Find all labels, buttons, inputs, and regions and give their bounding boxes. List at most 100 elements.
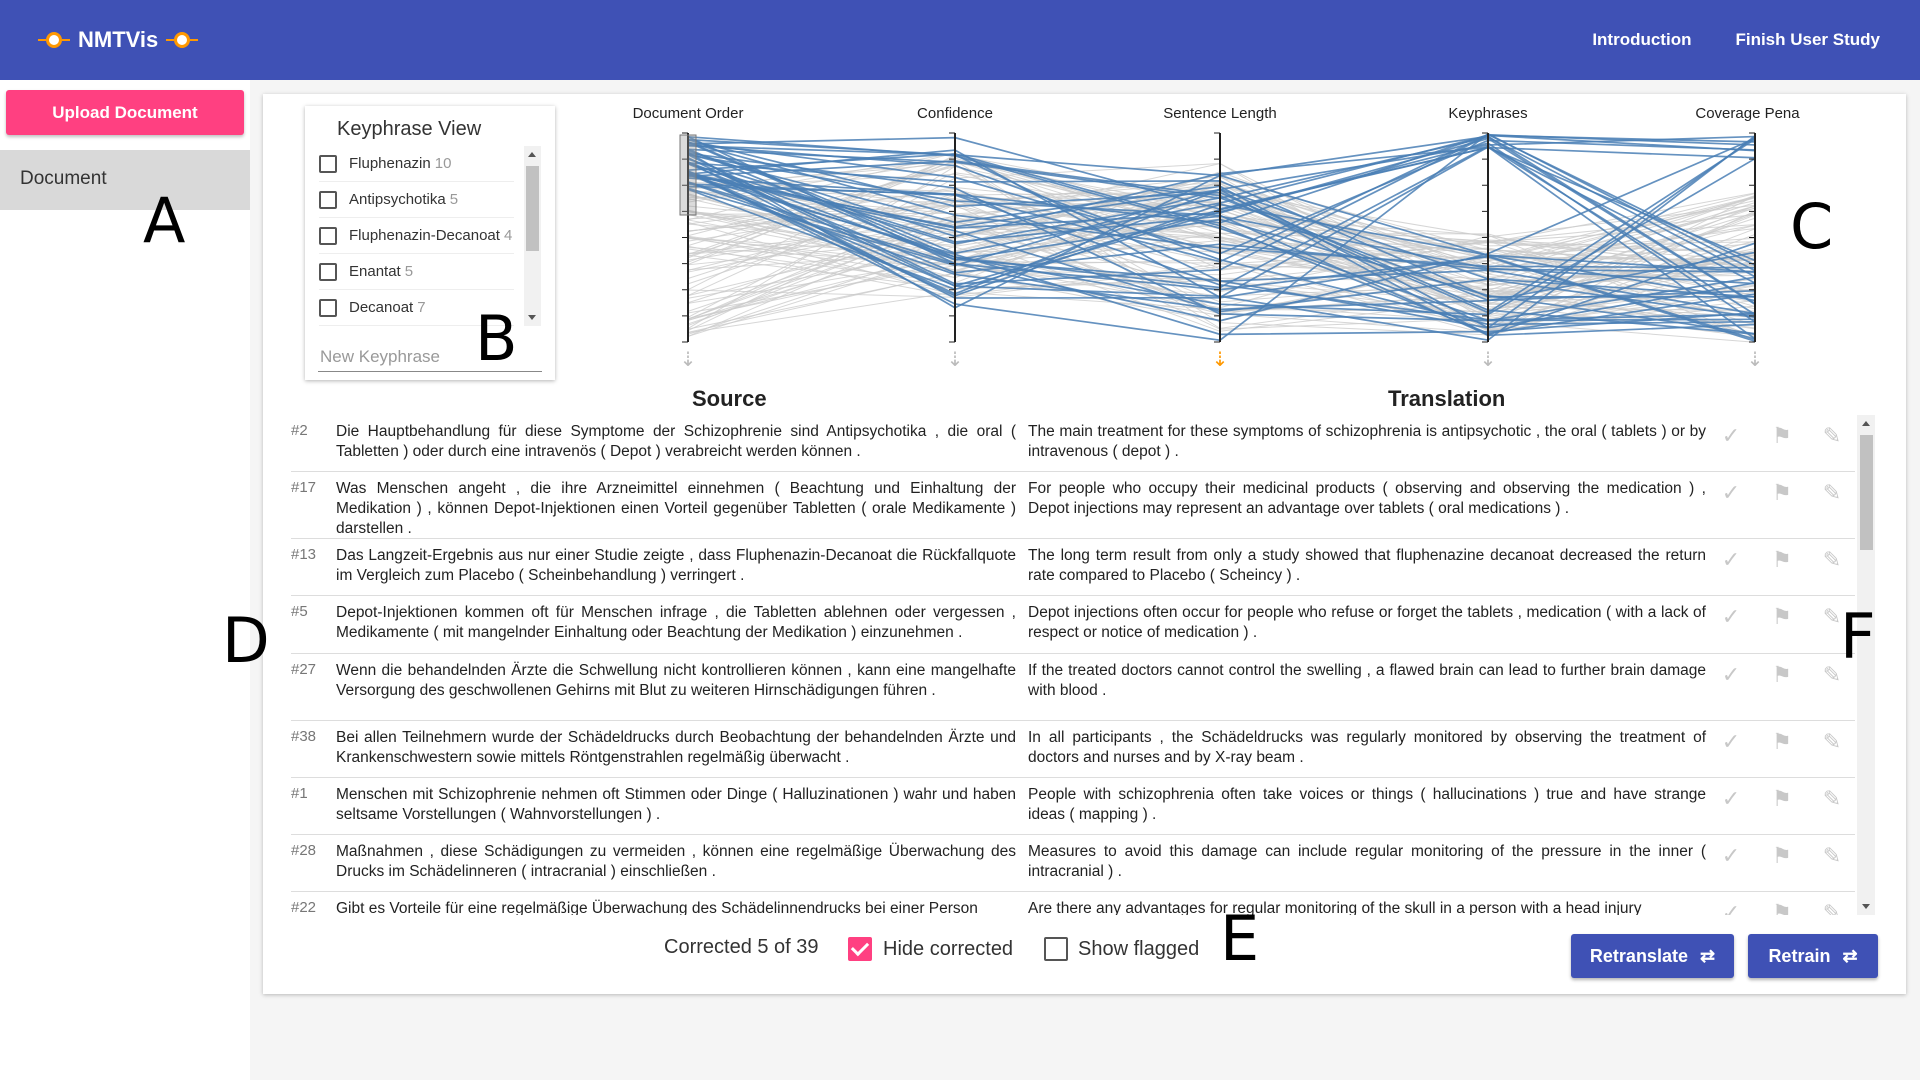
table-row[interactable]: #5 Depot-Injektionen kommen oft für Mensc… — [291, 596, 1855, 654]
sort-icon[interactable]: ⇣ — [1480, 347, 1497, 371]
sentence-list-scrollbar[interactable] — [1857, 415, 1875, 915]
axis[interactable]: Keyphrases ⇣ — [1448, 105, 1527, 371]
scroll-up-icon[interactable] — [1862, 421, 1870, 426]
flag-icon[interactable]: ⚑ — [1772, 547, 1792, 572]
check-icon[interactable]: ✓ — [1721, 729, 1741, 754]
flag-icon[interactable]: ⚑ — [1772, 423, 1792, 448]
brand[interactable]: NMTVis — [38, 27, 199, 53]
app-bar: NMTVis Introduction Finish User Study — [0, 0, 1920, 80]
source-sentence: Die Hauptbehandlung für diese Symptome d… — [336, 423, 1016, 460]
flag-icon[interactable]: ⚑ — [1772, 786, 1792, 811]
nav-introduction[interactable]: Introduction — [1592, 30, 1692, 49]
table-row[interactable]: #17 Was Menschen angeht , die ihre Arznei… — [291, 472, 1855, 539]
check-icon[interactable]: ✓ — [1721, 900, 1741, 915]
checkbox[interactable] — [319, 190, 337, 209]
scroll-thumb[interactable] — [1860, 435, 1873, 550]
translation-sentence[interactable]: Are there any advantages for regular mon… — [1028, 900, 1642, 915]
pencil-icon[interactable]: ✎ — [1822, 604, 1842, 629]
translation-sentence[interactable]: The long term result from only a study s… — [1028, 547, 1706, 584]
table-row[interactable]: #28 Maßnahmen , diese Schädigungen zu ver… — [291, 835, 1855, 892]
nav-finish-user-study[interactable]: Finish User Study — [1735, 30, 1880, 49]
checkbox[interactable] — [319, 226, 337, 245]
table-row[interactable]: #2 Die Hauptbehandlung für diese Symptome… — [291, 415, 1855, 472]
pencil-icon[interactable]: ✎ — [1822, 662, 1842, 687]
translation-sentence[interactable]: Depot injections often occur for people … — [1028, 604, 1706, 641]
sort-icon[interactable]: ⇣ — [947, 347, 964, 371]
axis-label: Sentence Length — [1163, 105, 1276, 122]
polyline-group — [687, 132, 1756, 343]
scroll-down-icon[interactable] — [528, 315, 536, 320]
checkbox[interactable] — [319, 154, 337, 173]
keyphrase-count: 7 — [417, 299, 426, 316]
translation-sentence[interactable]: If the treated doctors cannot control th… — [1028, 662, 1706, 699]
sidebar-item-document[interactable]: Document — [0, 150, 250, 210]
retranslate-button[interactable]: Retranslate ⇄ — [1571, 934, 1734, 978]
hide-corrected-checkbox[interactable] — [848, 937, 872, 961]
check-icon[interactable]: ✓ — [1721, 547, 1741, 572]
keyphrase-item[interactable]: Enantat 5 — [319, 254, 514, 290]
axis[interactable]: Document Order ⇣ — [633, 105, 744, 371]
marker-f: F — [1840, 600, 1876, 673]
sort-icon[interactable]: ⇣ — [1212, 347, 1229, 371]
pencil-icon[interactable]: ✎ — [1822, 786, 1842, 811]
sort-icon[interactable]: ⇣ — [680, 347, 697, 371]
row-id: #17 — [291, 479, 317, 496]
upload-document-button[interactable]: Upload Document — [6, 90, 244, 135]
show-flagged-label[interactable]: Show flagged — [1078, 938, 1200, 960]
keyphrase-scrollbar[interactable] — [524, 146, 541, 326]
flag-icon[interactable]: ⚑ — [1772, 604, 1792, 629]
parallel-coordinates-chart[interactable]: Document Order ⇣ Confidence ⇣ Sentence Lengt… — [600, 100, 1800, 380]
scroll-up-icon[interactable] — [528, 152, 536, 157]
pencil-icon[interactable]: ✎ — [1822, 423, 1842, 448]
check-icon[interactable]: ✓ — [1721, 843, 1741, 868]
marker-a: A — [143, 184, 186, 257]
pencil-icon[interactable]: ✎ — [1822, 729, 1842, 754]
axis[interactable]: Confidence ⇣ — [917, 105, 993, 371]
table-row[interactable]: #27 Wenn die behandelnden Ärzte die Schwe… — [291, 654, 1855, 721]
flag-icon[interactable]: ⚑ — [1772, 662, 1792, 687]
pencil-icon[interactable]: ✎ — [1822, 480, 1842, 505]
pencil-icon[interactable]: ✎ — [1822, 843, 1842, 868]
keyphrase-label: Antipsychotika — [349, 191, 446, 208]
translation-sentence[interactable]: In all participants , the Schädeldrucks … — [1028, 729, 1706, 766]
checkbox[interactable] — [319, 298, 337, 317]
axis[interactable]: Coverage Penalty ⇣ — [1695, 105, 1800, 371]
scroll-thumb[interactable] — [526, 166, 539, 251]
show-flagged-checkbox[interactable] — [1044, 937, 1068, 961]
flag-icon[interactable]: ⚑ — [1772, 843, 1792, 868]
table-row[interactable]: #22 Gibt es Vorteile für eine regelmäßige… — [291, 892, 1855, 915]
translation-sentence[interactable]: For people who occupy their medicinal pr… — [1028, 480, 1706, 517]
hide-corrected-label[interactable]: Hide corrected — [883, 938, 1014, 960]
axis-brush[interactable] — [679, 134, 697, 216]
parallel-coordinates-svg[interactable]: Document Order⇣Confidence⇣Sentence Lengt… — [600, 100, 1800, 380]
axis-label: Document Order — [633, 105, 744, 122]
pencil-icon[interactable]: ✎ — [1822, 547, 1842, 572]
keyphrase-item[interactable]: Decanoat 7 — [319, 290, 514, 326]
checkbox[interactable] — [319, 262, 337, 281]
axis-label: Coverage Penalty — [1695, 105, 1800, 122]
check-icon[interactable]: ✓ — [1721, 662, 1741, 687]
check-icon[interactable]: ✓ — [1721, 480, 1741, 505]
retrain-button[interactable]: Retrain ⇄ — [1748, 934, 1878, 978]
table-row[interactable]: #13 Das Langzeit-Ergebnis aus nur einer S… — [291, 539, 1855, 596]
scroll-down-icon[interactable] — [1862, 904, 1870, 909]
translation-sentence[interactable]: Measures to avoid this damage can includ… — [1028, 843, 1706, 880]
flag-icon[interactable]: ⚑ — [1772, 900, 1792, 915]
table-row[interactable]: #38 Bei allen Teilnehmern wurde der Schäd… — [291, 721, 1855, 778]
app-title: NMTVis — [78, 27, 159, 52]
new-keyphrase-input[interactable] — [318, 342, 542, 372]
table-row[interactable]: #1 Menschen mit Schizophrenie nehmen oft … — [291, 778, 1855, 835]
flag-icon[interactable]: ⚑ — [1772, 480, 1792, 505]
keyphrase-item[interactable]: Fluphenazin-Decanoat 4 — [319, 218, 514, 254]
sort-icon[interactable]: ⇣ — [1747, 347, 1764, 371]
translation-sentence[interactable]: People with schizophrenia often take voi… — [1028, 786, 1706, 823]
translation-sentence[interactable]: The main treatment for these symptoms of… — [1028, 423, 1706, 460]
check-icon[interactable]: ✓ — [1721, 423, 1741, 448]
flag-icon[interactable]: ⚑ — [1772, 729, 1792, 754]
check-icon[interactable]: ✓ — [1721, 604, 1741, 629]
pencil-icon[interactable]: ✎ — [1822, 900, 1842, 915]
keyphrase-item[interactable]: Antipsychotika 5 — [319, 182, 514, 218]
keyphrase-item[interactable]: Fluphenazin 10 — [319, 146, 514, 182]
check-icon[interactable]: ✓ — [1721, 786, 1741, 811]
axis[interactable]: Sentence Length ⇣ — [1163, 105, 1276, 371]
